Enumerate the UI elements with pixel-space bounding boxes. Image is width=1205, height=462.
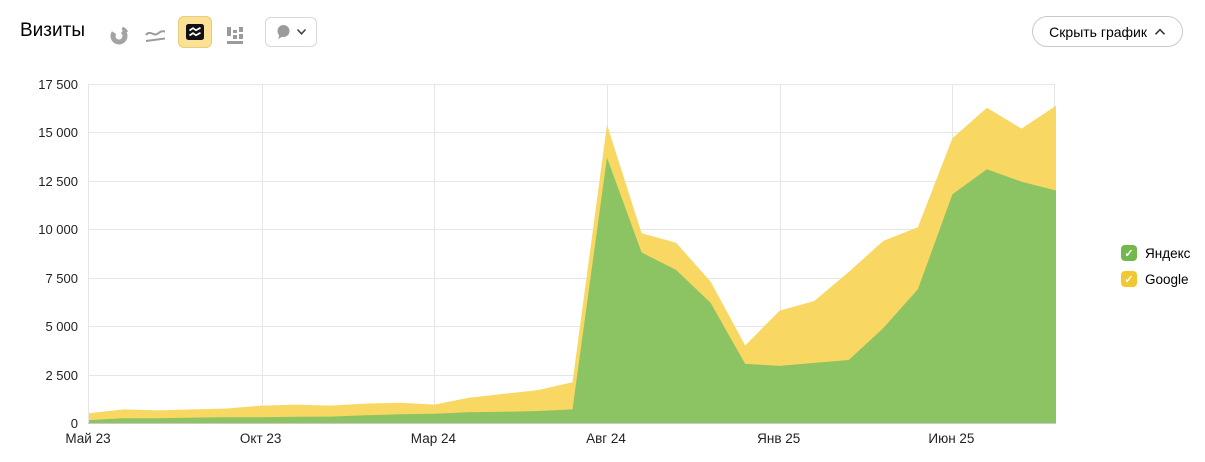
x-axis-label: Окт 23 [239, 431, 282, 446]
h-gridline [89, 277, 1054, 279]
line-chart-icon[interactable] [142, 24, 168, 46]
chart-legend: ✓ Яндекс ✓ Google [1121, 245, 1190, 297]
comment-bubble-icon [277, 25, 290, 39]
stacked-area-glyph [186, 24, 204, 40]
y-axis-label: 7 500 [45, 270, 78, 286]
area-yandex [89, 157, 1056, 423]
x-axis-label: Янв 25 [757, 431, 801, 446]
legend-label-yandex: Яндекс [1145, 245, 1191, 261]
y-axis-label: 5 000 [45, 319, 78, 335]
y-axis-label: 15 000 [38, 125, 78, 141]
column-chart-glyph [227, 26, 243, 44]
y-axis-label: 2 500 [45, 367, 78, 383]
x-axis-label: Июн 25 [928, 431, 975, 446]
stacked-area-series [89, 105, 1056, 423]
h-gridline [89, 229, 1054, 231]
legend-label-google: Google [1145, 271, 1189, 287]
column-chart-icon[interactable] [223, 24, 249, 46]
x-axis-label: Май 23 [65, 431, 111, 446]
x-axis-label: Мар 24 [410, 431, 456, 446]
hide-chart-label: Скрыть график [1049, 23, 1147, 40]
h-gridline [89, 132, 1054, 134]
h-gridline [89, 180, 1054, 182]
legend-checkbox-google[interactable]: ✓ [1121, 271, 1137, 287]
chevron-up-icon [1154, 28, 1166, 35]
hide-chart-button[interactable]: Скрыть график [1032, 16, 1183, 47]
pie-chart-glyph [110, 26, 128, 44]
annotations-dropdown-button[interactable] [265, 17, 317, 47]
v-gridline [779, 84, 781, 423]
plot-area[interactable] [88, 84, 1056, 423]
stacked-area-chart-icon[interactable] [178, 16, 212, 48]
h-gridline [89, 326, 1054, 328]
y-axis-label: 12 500 [38, 173, 78, 189]
h-gridline [89, 374, 1054, 376]
y-axis-label: 0 [70, 416, 78, 431]
x-axis-line [88, 423, 1056, 424]
legend-item-yandex[interactable]: ✓ Яндекс [1121, 245, 1190, 261]
pie-chart-icon[interactable] [106, 24, 132, 46]
y-axis-label: 17 500 [38, 77, 78, 92]
h-gridline [89, 84, 1054, 85]
y-axis-label: 10 000 [38, 222, 78, 238]
legend-checkbox-yandex[interactable]: ✓ [1121, 245, 1137, 261]
page-title: Визиты [20, 20, 85, 41]
v-gridline [434, 84, 436, 423]
area-google [89, 105, 1056, 423]
legend-item-google[interactable]: ✓ Google [1121, 271, 1190, 287]
line-chart-glyph [144, 29, 165, 42]
v-gridline [261, 84, 263, 423]
chevron-down-icon [296, 28, 307, 35]
x-axis-label: Авг 24 [586, 431, 626, 446]
